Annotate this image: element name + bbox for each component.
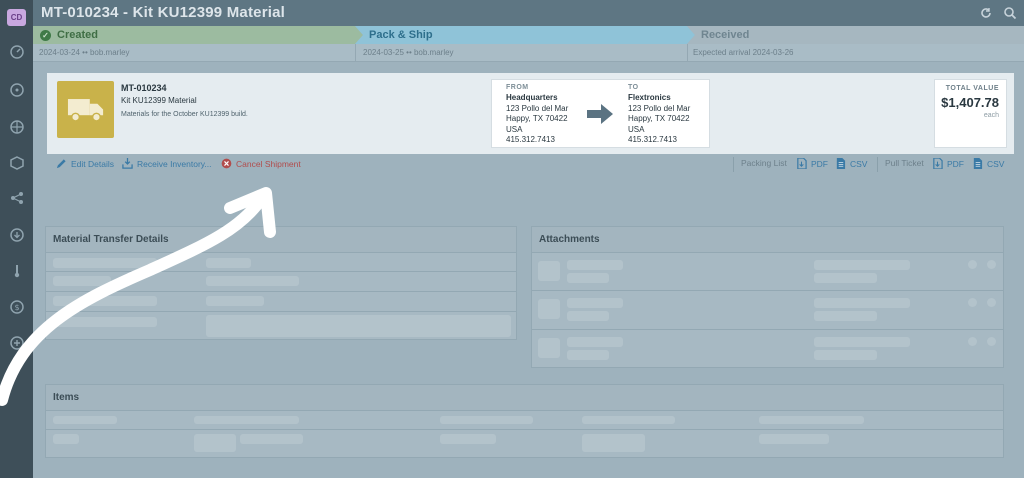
card-title: Material Transfer Details bbox=[46, 227, 516, 253]
from-country: USA bbox=[506, 125, 523, 134]
sidebar: CD $ bbox=[0, 0, 33, 478]
to-country: USA bbox=[628, 125, 645, 134]
download-circle-icon[interactable] bbox=[9, 227, 24, 242]
to-label: TO bbox=[628, 84, 639, 91]
svg-text:$: $ bbox=[14, 303, 19, 312]
total-value-label: TOTAL VALUE bbox=[945, 85, 999, 92]
material-transfer-details-card: Material Transfer Details bbox=[45, 226, 517, 340]
pencil-icon bbox=[56, 158, 67, 169]
card-title: Attachments bbox=[532, 227, 1003, 253]
pull-ticket-label: Pull Ticket bbox=[885, 158, 924, 168]
check-icon: ✓ bbox=[40, 30, 51, 41]
receive-inventory-button[interactable]: Receive Inventory... bbox=[122, 158, 212, 169]
attachments-card: Attachments bbox=[531, 226, 1004, 368]
total-value-unit: each bbox=[983, 112, 999, 119]
status-meta: 2024-03-24 •• bob.marley 2024-03-25 •• b… bbox=[33, 44, 1024, 62]
to-city: Happy, TX 70422 bbox=[628, 114, 690, 123]
from-city: Happy, TX 70422 bbox=[506, 114, 568, 123]
from-street: 123 Pollo del Mar bbox=[506, 104, 569, 113]
search-icon[interactable] bbox=[1003, 6, 1017, 20]
transfer-name: Kit KU12399 Material bbox=[121, 96, 197, 105]
card-title: Items bbox=[46, 385, 1003, 411]
file-pdf-icon bbox=[796, 158, 807, 169]
share-icon[interactable] bbox=[9, 190, 24, 205]
file-pdf-icon bbox=[932, 158, 943, 169]
created-meta: 2024-03-24 •• bob.marley bbox=[39, 48, 130, 57]
transfer-summary: MT-010234 Kit KU12399 Material Materials… bbox=[47, 73, 1014, 154]
from-phone: 415.312.7413 bbox=[506, 135, 555, 144]
file-csv-icon bbox=[972, 158, 983, 169]
edit-details-button[interactable]: Edit Details bbox=[56, 158, 114, 169]
action-bar: Edit Details Receive Inventory... Cancel… bbox=[52, 155, 1013, 174]
file-csv-icon bbox=[835, 158, 846, 169]
status-steps: ✓ Created Pack & Ship Received bbox=[33, 26, 1024, 44]
thermometer-icon[interactable] bbox=[9, 263, 24, 278]
transfer-description: Materials for the October KU12399 build. bbox=[121, 111, 248, 118]
dashboard-icon[interactable] bbox=[9, 44, 24, 59]
received-meta: Expected arrival 2024-03-26 bbox=[693, 48, 794, 57]
box-icon[interactable] bbox=[9, 155, 24, 170]
step-created: ✓ Created bbox=[33, 26, 363, 44]
from-name: Headquarters bbox=[506, 93, 558, 102]
cancel-shipment-button[interactable]: Cancel Shipment bbox=[221, 158, 301, 169]
refresh-icon[interactable] bbox=[979, 6, 993, 20]
to-street: 123 Pollo del Mar bbox=[628, 104, 691, 113]
transfer-id: MT-010234 bbox=[121, 83, 167, 93]
radiation-icon[interactable] bbox=[9, 82, 24, 97]
arrow-right-icon bbox=[587, 104, 613, 129]
header: MT-010234 - Kit KU12399 Material bbox=[33, 0, 1024, 26]
pull-ticket-pdf-button[interactable]: PDF bbox=[932, 158, 964, 169]
inbox-download-icon bbox=[122, 158, 133, 169]
to-phone: 415.312.7413 bbox=[628, 135, 677, 144]
packing-list-csv-button[interactable]: CSV bbox=[835, 158, 867, 169]
total-value-box: TOTAL VALUE $1,407.78 each bbox=[934, 79, 1007, 148]
packing-list-pdf-button[interactable]: PDF bbox=[796, 158, 828, 169]
items-card: Items bbox=[45, 384, 1004, 458]
from-label: FROM bbox=[506, 84, 529, 91]
total-value: $1,407.78 bbox=[941, 95, 999, 110]
step-received: Received bbox=[687, 26, 1024, 44]
packing-list-label: Packing List bbox=[741, 158, 787, 168]
add-circle-icon[interactable] bbox=[9, 335, 24, 350]
pack-ship-meta: 2024-03-25 •• bob.marley bbox=[363, 48, 454, 57]
pull-ticket-csv-button[interactable]: CSV bbox=[972, 158, 1004, 169]
to-name: Flextronics bbox=[628, 93, 671, 102]
cancel-icon bbox=[221, 158, 232, 169]
step-pack-ship: Pack & Ship bbox=[355, 26, 695, 44]
truck-icon bbox=[57, 81, 114, 138]
avatar[interactable]: CD bbox=[7, 9, 26, 26]
globe-icon[interactable] bbox=[9, 119, 24, 134]
address-box: FROM Headquarters 123 Pollo del Mar Happ… bbox=[491, 79, 710, 148]
dollar-icon[interactable]: $ bbox=[9, 299, 24, 314]
page-title: MT-010234 - Kit KU12399 Material bbox=[41, 4, 286, 21]
